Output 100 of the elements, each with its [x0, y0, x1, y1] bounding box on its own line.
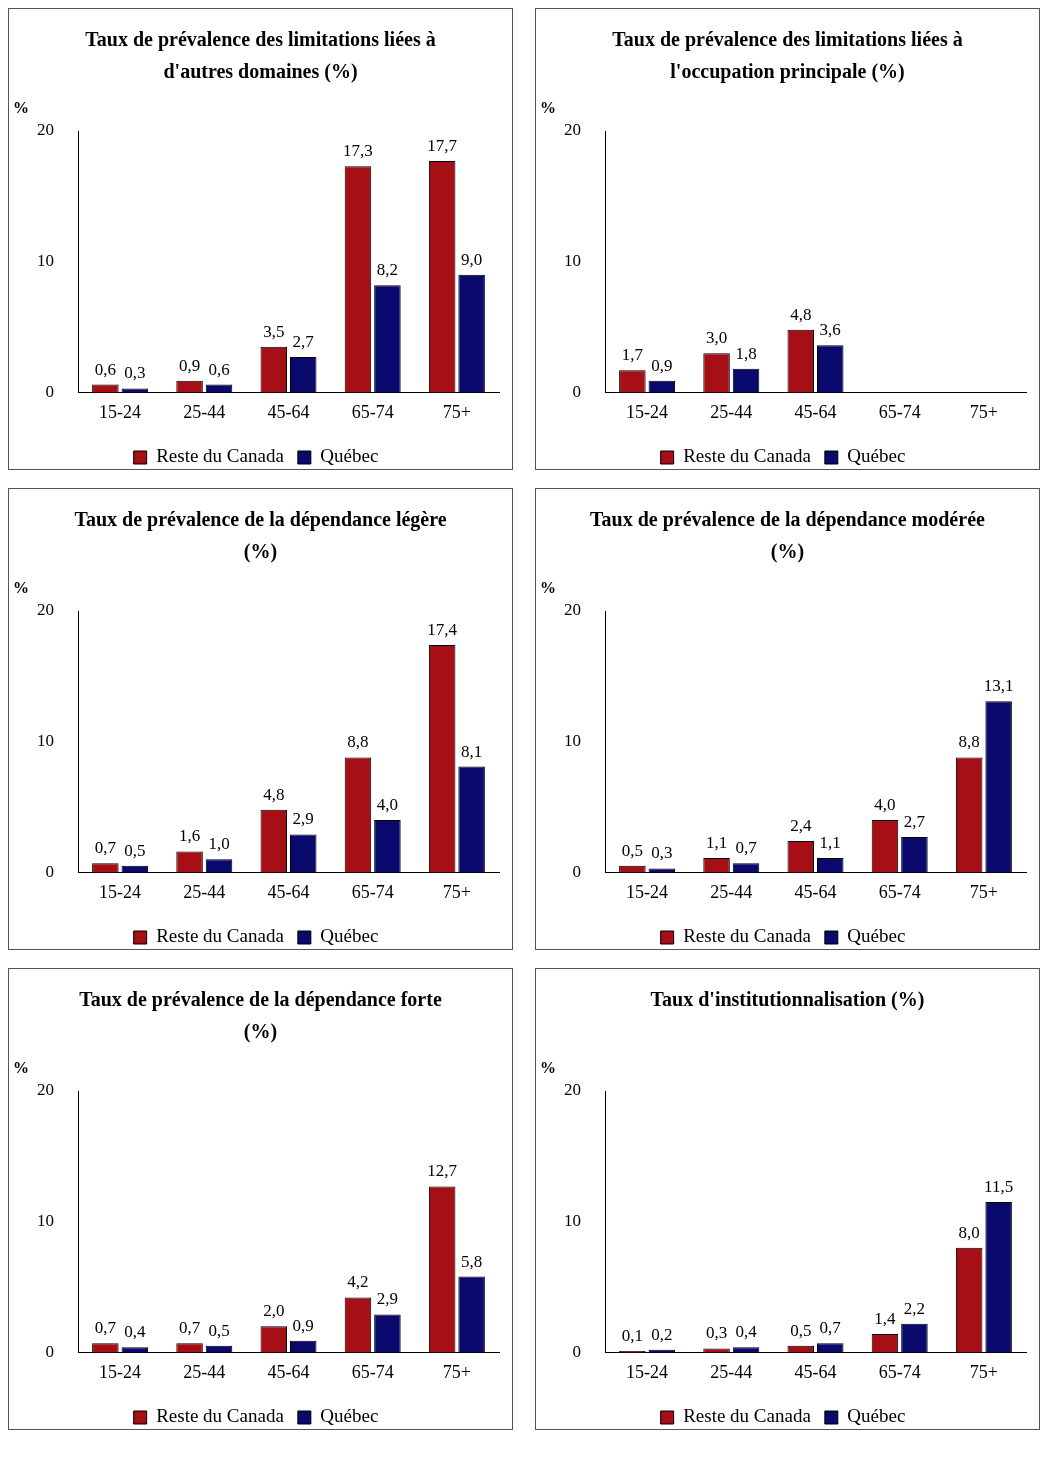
y-axis-title: % — [540, 1059, 556, 1077]
chart-title: Taux d'institutionnalisation (%) — [649, 987, 926, 1013]
data-label: 0,7 — [178, 1318, 201, 1338]
x-tick-label: 25-44 — [710, 1361, 753, 1382]
data-label: 1,7 — [621, 345, 644, 365]
data-label: 3,6 — [819, 320, 841, 340]
data-label: 13,1 — [983, 676, 1014, 696]
y-tick-label: 10 — [564, 1211, 581, 1231]
legend-label: Reste du Canada — [156, 445, 285, 467]
y-tick-label: 20 — [564, 1080, 581, 1100]
chart-title: Taux de prévalence de la dépendance forte (%) — [78, 987, 443, 1045]
data-label: 0,6 — [208, 359, 230, 379]
y-tick-label: 20 — [564, 600, 581, 620]
x-tick-label: 15-24 — [99, 401, 142, 422]
x-tick-label: 65-74 — [351, 401, 394, 422]
data-label: 9,0 — [461, 249, 483, 269]
y-tick-label: 10 — [564, 251, 581, 271]
data-label: 4,8 — [263, 784, 285, 804]
data-label: 1,8 — [735, 343, 757, 363]
data-label: 2,9 — [292, 809, 314, 829]
data-label: 0,5 — [790, 1320, 812, 1340]
data-label: 2,2 — [903, 1298, 926, 1318]
y-tick-label: 0 — [572, 1341, 581, 1361]
chart-title: Taux de prévalence de la dépendance légère (%) — [73, 507, 448, 565]
data-label: 0,5 — [621, 840, 643, 860]
data-label: 2,4 — [790, 816, 812, 835]
legend-label: Québec — [320, 1405, 379, 1427]
x-tick-label: 15-24 — [626, 401, 669, 422]
data-label: 17,7 — [427, 136, 458, 156]
data-label: 0,9 — [292, 1315, 314, 1335]
x-tick-label: 15-24 — [626, 881, 669, 902]
x-tick-label: 65-74 — [878, 401, 921, 422]
x-tick-label: 45-64 — [267, 401, 310, 422]
data-label: 1,1 — [819, 832, 841, 852]
data-label: 4,8 — [790, 304, 812, 324]
data-label: 1,0 — [208, 834, 230, 854]
data-label: 2,0 — [263, 1301, 285, 1321]
x-tick-label: 75+ — [969, 1361, 998, 1382]
y-tick-label: 20 — [37, 120, 54, 140]
y-axis-title: % — [540, 99, 556, 117]
y-tick-label: 0 — [45, 381, 54, 401]
legend-label: Reste du Canada — [156, 925, 285, 947]
data-label: 1,1 — [705, 832, 728, 852]
data-label: 8,0 — [958, 1222, 980, 1242]
data-label: 4,2 — [347, 1272, 369, 1292]
legend-label: Québec — [320, 925, 379, 947]
data-label: 0,7 — [94, 1318, 117, 1338]
data-label: 0,2 — [651, 1324, 673, 1344]
data-label: 0,5 — [208, 1320, 230, 1340]
data-label: 0,4 — [735, 1322, 758, 1342]
data-label: 0,3 — [651, 843, 673, 863]
x-tick-label: 75+ — [442, 1361, 471, 1382]
data-label: 5,8 — [461, 1251, 483, 1271]
y-tick-label: 20 — [564, 120, 581, 140]
x-tick-label: 25-44 — [183, 1361, 226, 1382]
y-tick-label: 10 — [37, 731, 54, 751]
data-label: 17,4 — [427, 619, 458, 639]
legend-label: Reste du Canada — [683, 925, 812, 947]
data-label: 2,7 — [903, 812, 926, 832]
x-tick-label: 15-24 — [99, 1361, 142, 1382]
y-axis-title: % — [13, 99, 29, 117]
chart-title: Taux de prévalence des limitations liées à l'occupation principale (%) — [611, 27, 964, 85]
data-label: 0,9 — [651, 355, 673, 375]
data-label: 8,2 — [376, 260, 399, 280]
y-tick-label: 10 — [37, 251, 54, 271]
legend-label: Reste du Canada — [683, 445, 812, 467]
legend-label: Reste du Canada — [156, 1405, 285, 1427]
legend-label: Québec — [847, 445, 906, 467]
data-label: 4,0 — [874, 795, 896, 815]
x-tick-label: 75+ — [442, 881, 471, 902]
x-tick-label: 75+ — [969, 881, 998, 902]
data-label: 8,8 — [958, 732, 980, 752]
y-tick-label: 0 — [572, 861, 581, 881]
y-tick-label: 0 — [45, 1341, 54, 1361]
legend-label: Québec — [847, 925, 906, 947]
x-tick-label: 25-44 — [183, 881, 226, 902]
y-axis-title: % — [13, 579, 29, 597]
data-label: 11,5 — [984, 1177, 1014, 1197]
x-tick-label: 45-64 — [794, 881, 837, 902]
x-tick-label: 65-74 — [351, 881, 394, 902]
data-label: 0,9 — [178, 355, 201, 375]
y-tick-label: 10 — [37, 1211, 54, 1231]
data-label: 0,7 — [819, 1318, 842, 1338]
data-label: 0,7 — [94, 838, 117, 858]
data-label: 1,4 — [874, 1309, 897, 1329]
legend-label: Reste du Canada — [683, 1405, 812, 1427]
data-label: 1,6 — [178, 826, 201, 846]
x-tick-label: 65-74 — [878, 881, 921, 902]
y-tick-label: 20 — [37, 600, 54, 620]
y-tick-label: 10 — [564, 731, 581, 751]
x-tick-label: 15-24 — [99, 881, 142, 902]
x-tick-label: 65-74 — [351, 1361, 394, 1382]
x-tick-label: 65-74 — [878, 1361, 921, 1382]
x-tick-label: 45-64 — [267, 1361, 310, 1382]
data-label: 0,6 — [94, 359, 116, 379]
x-tick-label: 45-64 — [267, 881, 310, 902]
data-label: 0,3 — [705, 1323, 728, 1343]
data-label: 12,7 — [427, 1161, 458, 1181]
y-axis-title: % — [13, 1059, 29, 1077]
data-label: 3,0 — [705, 328, 728, 348]
